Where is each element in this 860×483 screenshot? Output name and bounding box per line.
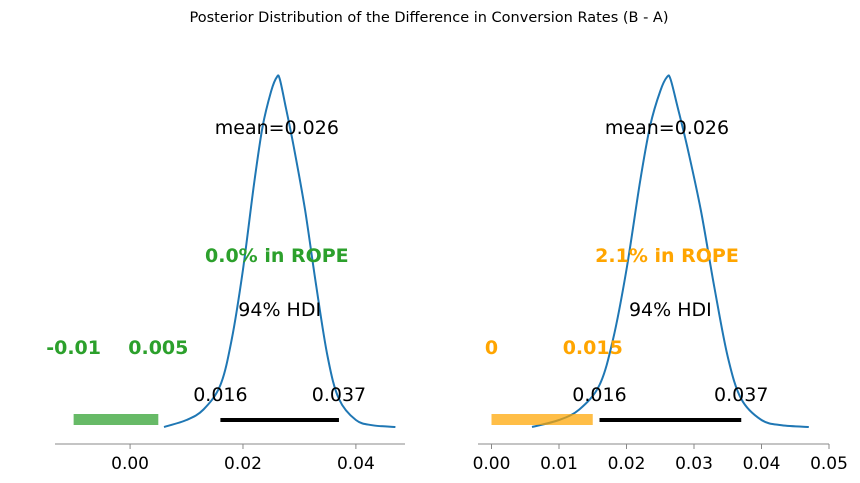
x-tick-label: 0.04 — [337, 454, 375, 474]
mean-label: mean=0.026 — [215, 117, 339, 139]
x-tick-label: 0.00 — [111, 454, 149, 474]
rope-bar — [73, 414, 159, 425]
hdi-low-label: 0.016 — [572, 384, 626, 406]
rope-bar — [491, 414, 593, 425]
figure-title: Posterior Distribution of the Difference… — [189, 10, 668, 26]
hdi-high-label: 0.037 — [312, 384, 366, 406]
right-panel: 0.00 0.01 0.02 0.03 0.04 0.05 0 0.015 0.016 0.037… — [473, 74, 848, 474]
rope-percentage: 0.0% in ROPE — [205, 245, 349, 267]
rope-high-label: 0.015 — [563, 337, 623, 359]
x-tick-label: 0.04 — [743, 454, 781, 474]
x-tick-label: 0.03 — [675, 454, 713, 474]
density-curve — [163, 74, 396, 428]
rope-low-label: 0 — [485, 337, 498, 359]
x-tick-label: 0.00 — [473, 454, 511, 474]
left-panel: 0.00 0.02 0.04 -0.01 0.005 0.016 0.037 94% HDI 0… — [46, 74, 405, 474]
x-tick-label: 0.02 — [608, 454, 646, 474]
x-tick-label: 0.02 — [224, 454, 262, 474]
density-curve — [531, 74, 809, 428]
hdi-title: 94% HDI — [238, 299, 321, 321]
rope-high-label: 0.005 — [128, 337, 188, 359]
rope-low-label: -0.01 — [46, 337, 101, 359]
mean-label: mean=0.026 — [605, 117, 729, 139]
hdi-low-label: 0.016 — [193, 384, 247, 406]
x-tick-label: 0.05 — [810, 454, 848, 474]
x-tick-label: 0.01 — [540, 454, 578, 474]
hdi-high-label: 0.037 — [714, 384, 768, 406]
rope-percentage: 2.1% in ROPE — [595, 245, 739, 267]
hdi-title: 94% HDI — [629, 299, 712, 321]
